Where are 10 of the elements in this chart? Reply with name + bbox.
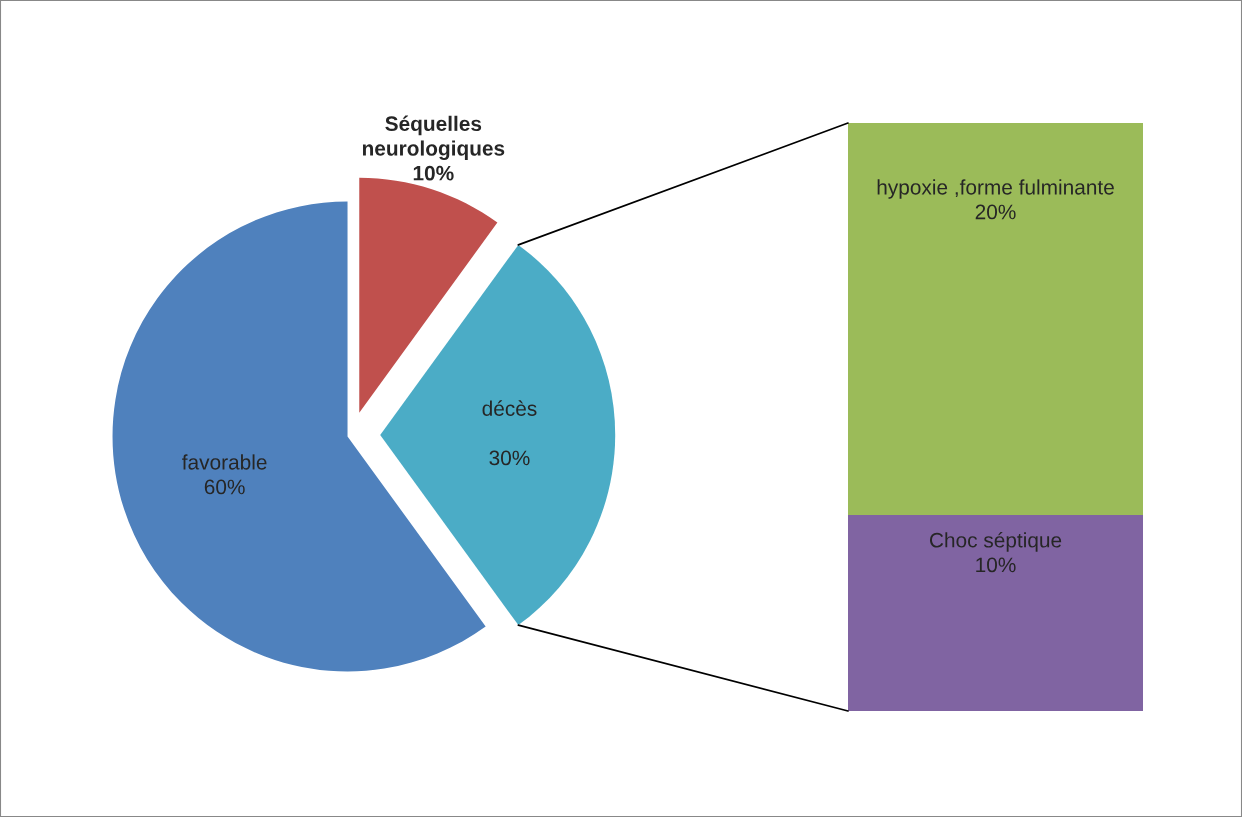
slice-label: favorable [182, 454, 267, 470]
series-label: Choc séptique [929, 532, 1062, 552]
data-label: 60% [204, 479, 245, 495]
slice-label: décès [482, 400, 537, 416]
data-label: 20% [975, 204, 1016, 220]
series-label: hypoxie ,forme fulminante [877, 179, 1114, 199]
slice-label: Séquelles neurologiques [362, 115, 505, 160]
data-label: 10% [976, 557, 1016, 573]
data-label: 10% [413, 165, 454, 181]
data-label: 30% [489, 450, 530, 466]
